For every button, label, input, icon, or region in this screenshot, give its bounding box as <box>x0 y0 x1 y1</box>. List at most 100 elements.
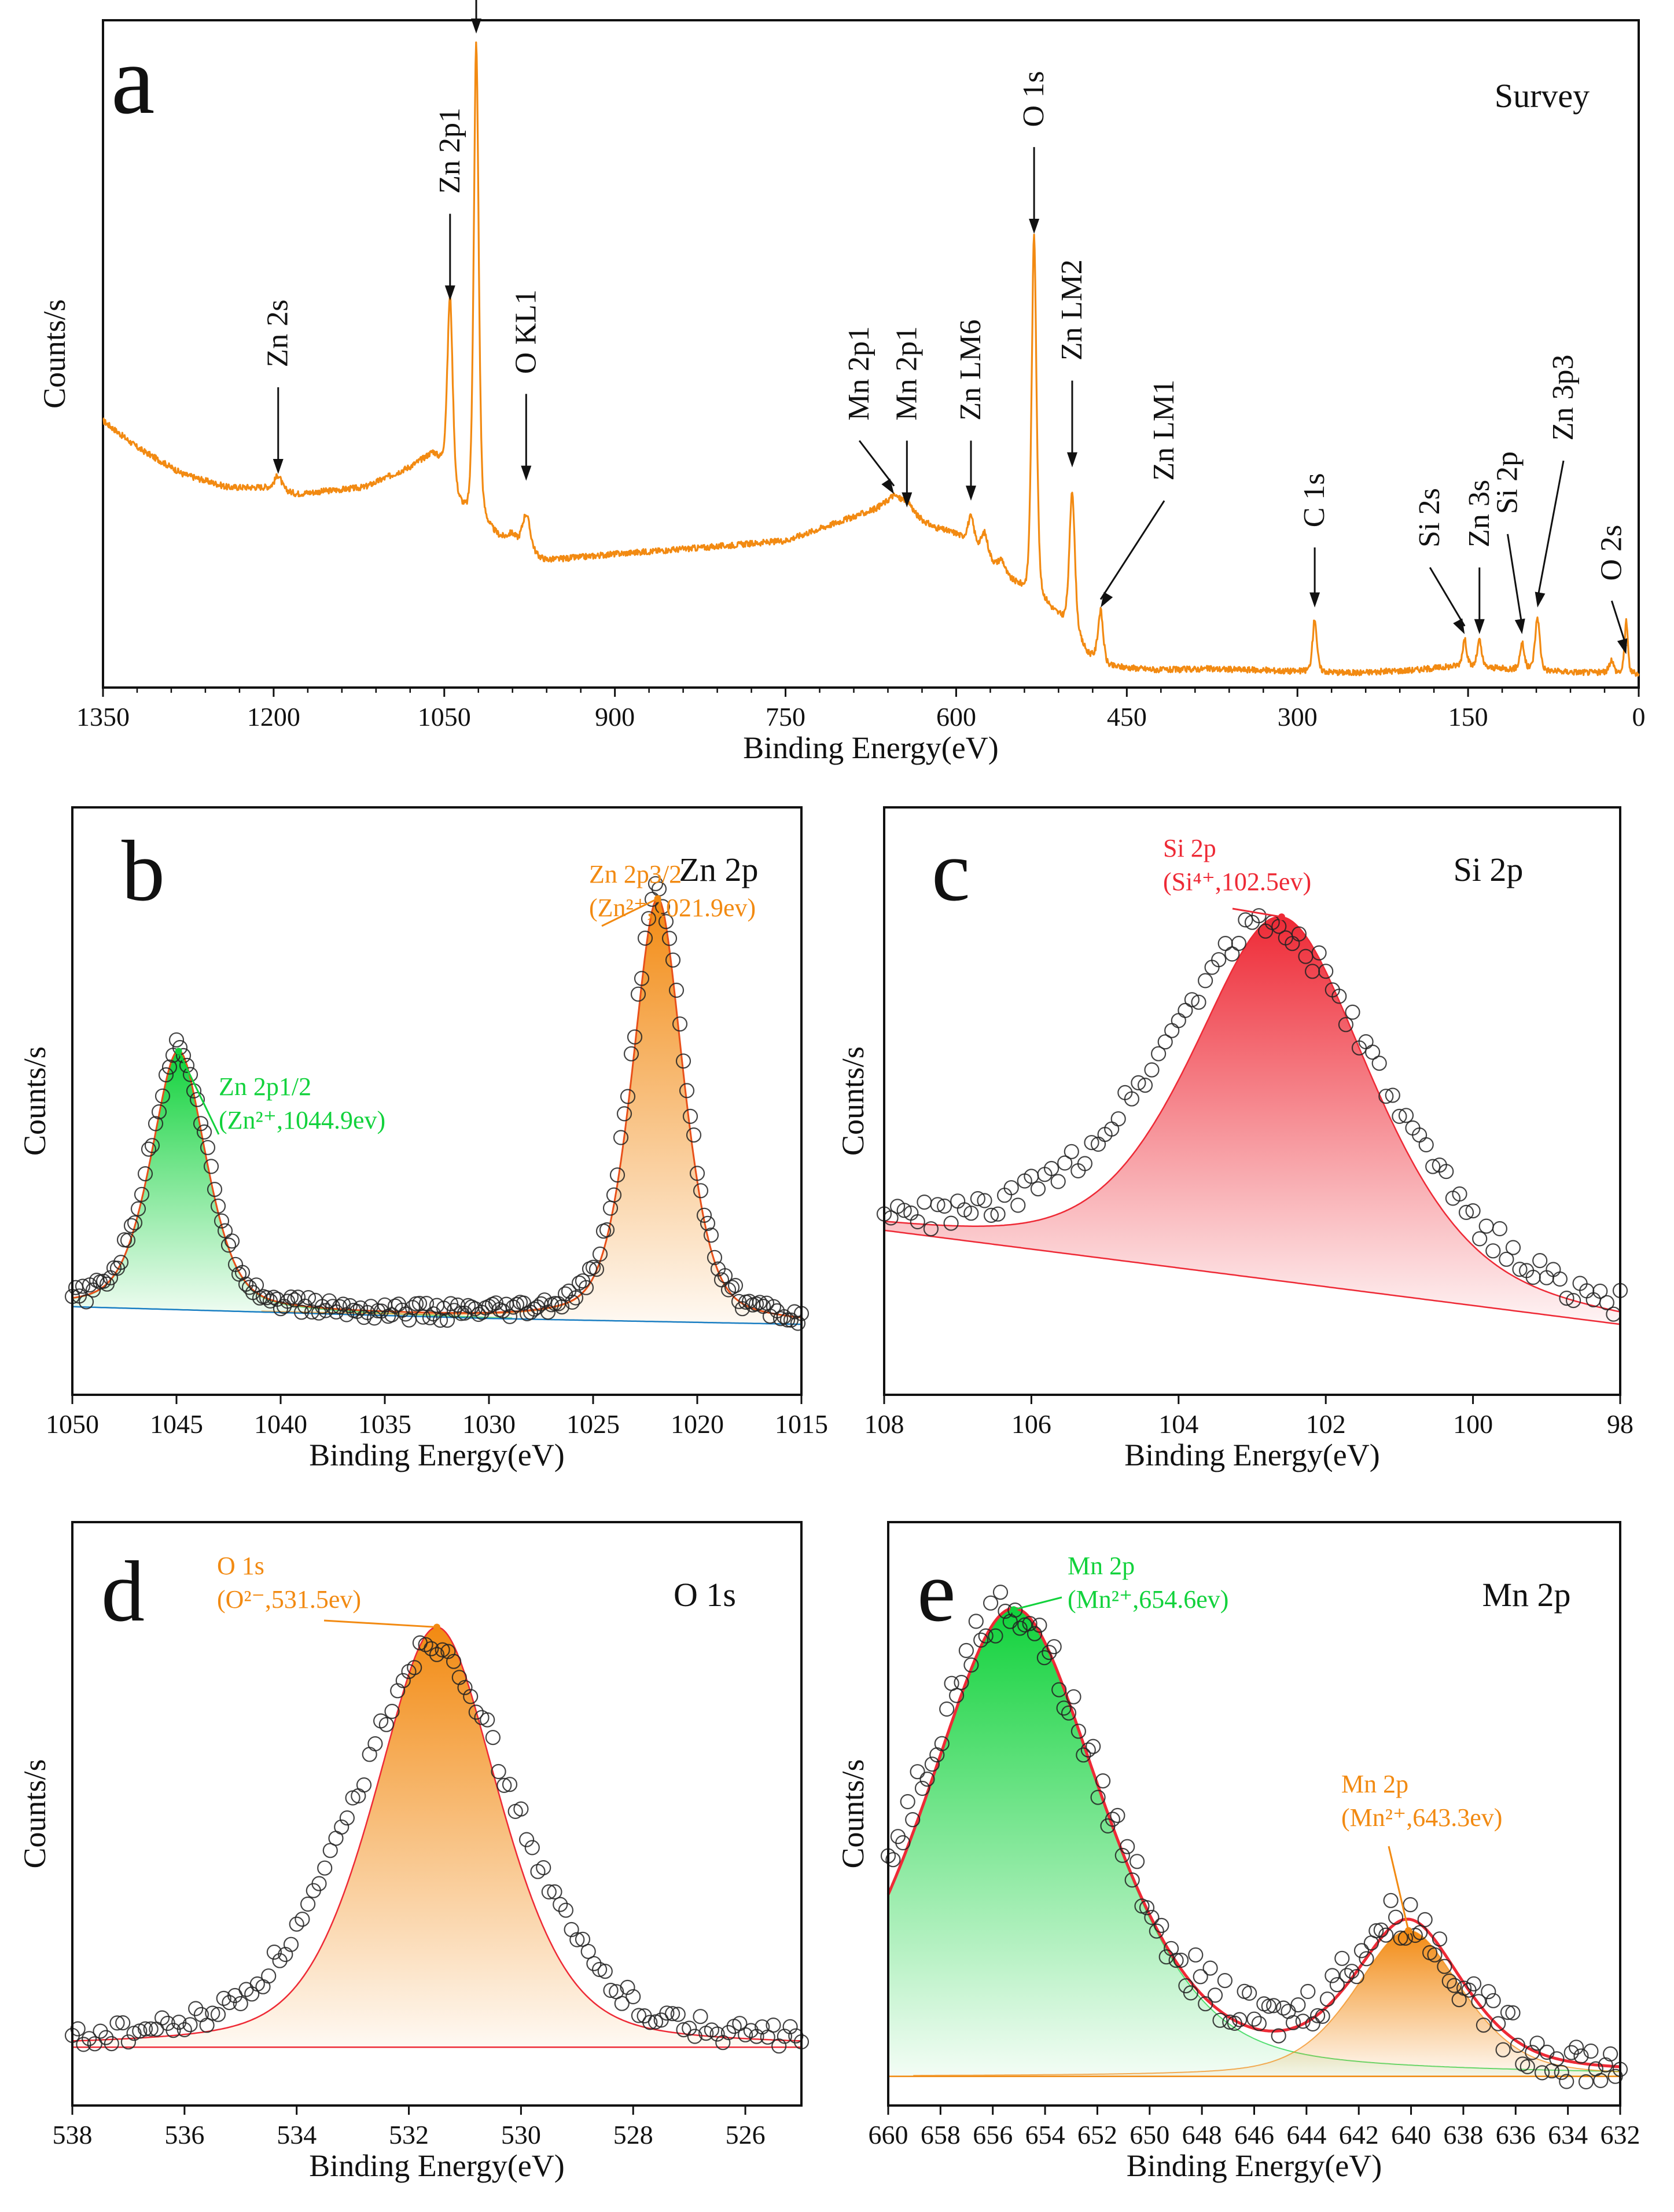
data-point-d <box>339 1810 355 1826</box>
x-tick-label-e: 634 <box>1548 2120 1588 2149</box>
data-point-b <box>217 1223 233 1239</box>
data-point-b <box>727 1278 744 1294</box>
data-point-e <box>1295 2013 1311 2029</box>
data-point-d <box>626 1989 641 2005</box>
data-point-b <box>241 1280 257 1295</box>
data-point-e <box>1500 2005 1516 2020</box>
annotation-arrowhead <box>1101 591 1113 608</box>
data-point-d <box>603 1982 619 1998</box>
data-point-d <box>491 1763 506 1780</box>
x-tick-label-c: 106 <box>1011 1409 1051 1439</box>
data-point-d <box>631 2008 647 2023</box>
peak-label-arrow-tip-e <box>1010 1606 1017 1614</box>
data-point-b <box>300 1290 317 1306</box>
data-point-d <box>771 2038 787 2054</box>
data-point-c <box>1499 1251 1514 1267</box>
data-point-e <box>1217 1973 1232 1989</box>
data-point-b <box>658 914 674 929</box>
peak-annotation-label: C 1s <box>1298 473 1331 527</box>
fit-envelope-c <box>884 916 1621 1313</box>
data-point-b <box>693 1183 709 1199</box>
data-point-c <box>1271 918 1287 934</box>
peak-label-e: Mn 2p <box>1341 1770 1408 1798</box>
data-point-e <box>1070 1724 1087 1739</box>
x-tick-label-d: 534 <box>277 2120 317 2149</box>
data-point-e <box>968 1614 984 1629</box>
data-point-d <box>137 2021 153 2037</box>
data-point-e <box>1315 2008 1330 2024</box>
data-point-b <box>214 1213 230 1229</box>
x-tick-label-b: 1030 <box>462 1409 516 1439</box>
data-point-b <box>130 1201 146 1217</box>
data-point-c <box>1211 952 1227 968</box>
data-point-c <box>1331 989 1347 1004</box>
data-point-d <box>418 1637 433 1652</box>
data-point-c <box>1043 1160 1059 1177</box>
annotation-arrowhead <box>471 19 482 34</box>
x-tick-label-b: 1045 <box>150 1409 203 1439</box>
chart-layer: 1350 1200 1050 900 750 600 450 300 150 0 Binding E… <box>17 0 1646 2183</box>
data-point-b <box>766 1299 782 1314</box>
data-point-c <box>950 1193 966 1209</box>
data-point-d <box>580 1943 596 1959</box>
data-point-b <box>672 1016 688 1032</box>
data-point-d <box>233 1996 248 2012</box>
plot-frame-d <box>71 1521 803 2107</box>
data-point-b <box>432 1313 448 1328</box>
data-point-b <box>148 1116 164 1131</box>
data-point-b <box>356 1310 372 1325</box>
data-point-d <box>261 1968 277 1984</box>
data-point-b <box>168 1032 185 1048</box>
data-point-e <box>1124 1872 1140 1888</box>
data-point-b <box>151 1104 167 1120</box>
data-point-d <box>407 1660 422 1675</box>
x-tick-label-d: 532 <box>389 2120 429 2149</box>
data-point-b <box>564 1294 580 1310</box>
data-point-e <box>1373 1922 1389 1938</box>
x-axis-label-a: Binding Energy(eV) <box>743 730 998 765</box>
peak-fill-c <box>884 916 1621 1325</box>
data-point-d <box>524 1840 540 1855</box>
data-point-d <box>120 2034 136 2050</box>
x-tick-label-d: 526 <box>726 2120 766 2149</box>
annotation-arrowhead <box>1474 619 1485 634</box>
peak-annotation-label: O KL1 <box>509 289 542 374</box>
x-tick-label-c: 102 <box>1306 1409 1346 1439</box>
data-point-d <box>446 1654 462 1669</box>
data-point-d <box>693 2009 708 2024</box>
data-point-e <box>1569 2040 1584 2055</box>
data-point-c <box>1585 1292 1601 1307</box>
data-point-e <box>1105 1812 1121 1827</box>
data-point-e <box>1578 2074 1594 2090</box>
data-point-e <box>1114 1847 1130 1863</box>
data-point-b <box>224 1233 240 1249</box>
x-tick-label-e: 652 <box>1077 2120 1117 2149</box>
data-point-e <box>1329 1977 1345 1993</box>
data-point-c <box>1010 1197 1026 1213</box>
data-point-c <box>896 1203 912 1218</box>
data-point-c <box>983 1207 999 1223</box>
x-tick-label-b: 1020 <box>671 1409 724 1439</box>
data-point-b <box>675 1053 691 1069</box>
data-point-d <box>182 2017 198 2033</box>
data-point-c <box>970 1191 986 1207</box>
data-point-e <box>1149 1923 1164 1939</box>
data-point-b <box>207 1182 223 1197</box>
data-point-e <box>1144 1909 1160 1926</box>
panel-letter-b: b <box>122 823 165 919</box>
data-point-d <box>468 1704 484 1720</box>
data-point-e <box>1202 1960 1218 1976</box>
x-tick-label-e: 660 <box>869 2120 908 2149</box>
data-point-c <box>1438 1163 1454 1180</box>
data-point-e <box>1529 2035 1545 2051</box>
data-point-e <box>1232 2012 1248 2027</box>
data-point-e <box>1427 1947 1443 1963</box>
data-point-d <box>115 2015 131 2031</box>
data-point-e <box>973 1632 989 1648</box>
data-point-c <box>923 1221 939 1237</box>
data-point-e <box>992 1585 1009 1600</box>
data-point-c <box>1224 946 1240 962</box>
data-point-e <box>1036 1650 1053 1666</box>
data-point-c <box>1311 945 1327 961</box>
data-point-e <box>954 1674 969 1691</box>
